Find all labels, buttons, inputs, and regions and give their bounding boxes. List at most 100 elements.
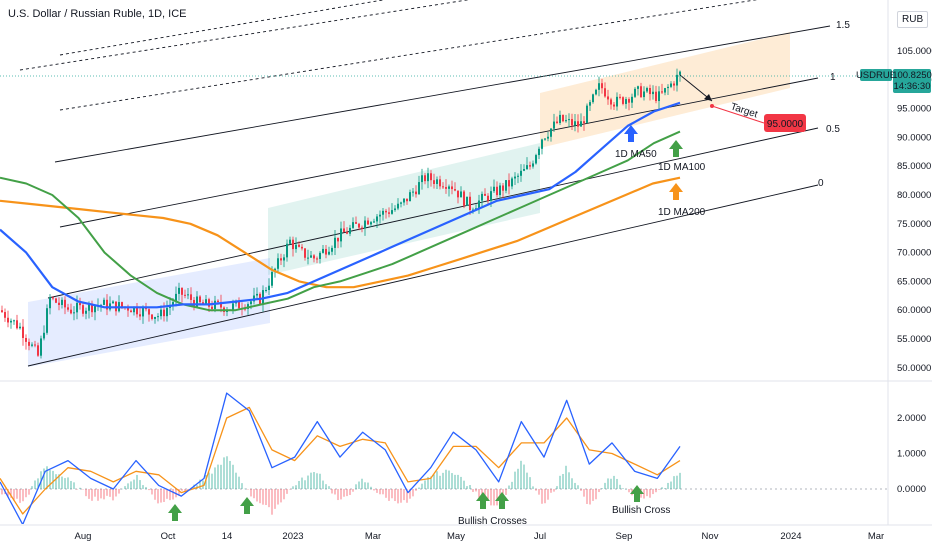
macd-histogram-bar xyxy=(31,486,33,489)
macd-histogram-bar xyxy=(49,470,51,489)
candle-body xyxy=(592,94,594,103)
candle-body xyxy=(184,294,186,296)
macd-histogram-bar xyxy=(55,474,57,489)
candle-body xyxy=(616,96,618,107)
macd-histogram-bar xyxy=(490,489,492,506)
candle-body xyxy=(175,293,177,303)
macd-histogram-bar xyxy=(133,479,135,489)
macd-histogram-bar xyxy=(394,489,396,502)
macd-histogram-bar xyxy=(76,489,78,490)
candle-body xyxy=(646,88,648,92)
macd-histogram-bar xyxy=(664,488,666,489)
candle-body xyxy=(517,175,519,177)
candle-body xyxy=(334,237,336,248)
macd-histogram-bar xyxy=(235,472,237,489)
macd-histogram-bar xyxy=(169,489,171,501)
candle-body xyxy=(82,305,84,314)
candle-body xyxy=(496,186,498,196)
macd-histogram-bar xyxy=(85,489,87,497)
candle-body xyxy=(499,185,501,196)
macd-histogram-bar xyxy=(505,489,507,495)
bullish-cross-arrow xyxy=(240,497,254,514)
macd-histogram-bar xyxy=(460,476,462,489)
macd-histogram-bar xyxy=(553,489,555,492)
macd-histogram-bar xyxy=(514,471,516,489)
ma50-arrow xyxy=(624,125,638,142)
macd-histogram-bar xyxy=(679,472,681,489)
candle-body xyxy=(7,317,9,323)
candle-body xyxy=(160,309,162,317)
candle-body xyxy=(355,222,357,224)
macd-histogram-bar xyxy=(241,483,243,489)
macd-histogram-bar xyxy=(427,476,429,489)
macd-histogram-bar xyxy=(364,482,366,489)
candle-body xyxy=(154,317,156,319)
macd-histogram-bar xyxy=(28,489,30,495)
candle-body xyxy=(487,195,489,201)
macd-histogram-bar xyxy=(493,489,495,506)
candle-body xyxy=(328,251,330,255)
candle-body xyxy=(559,114,561,123)
currency-button[interactable]: RUB xyxy=(897,11,929,28)
last-price-countdown: 14:36:30 xyxy=(894,81,931,92)
candle-body xyxy=(454,189,456,191)
candle-body xyxy=(595,89,597,95)
candle-body xyxy=(277,258,279,269)
channel-level-label: 0.5 xyxy=(826,124,840,135)
candle-body xyxy=(604,88,606,97)
macd-histogram-bar xyxy=(589,489,591,505)
macd-histogram-bar xyxy=(328,486,330,489)
candle-body xyxy=(331,247,333,252)
candle-body xyxy=(151,314,153,319)
price-axis-tick: 90.0000 xyxy=(897,132,931,143)
candle-body xyxy=(268,285,270,290)
candle-body xyxy=(481,193,483,201)
candle-body xyxy=(166,307,168,317)
bullish-cross-arrow xyxy=(476,492,490,509)
channel-level-label: 1.5 xyxy=(836,20,850,31)
macd-histogram-bar xyxy=(373,489,375,491)
macd-histogram-bar xyxy=(166,489,168,499)
macd-histogram-bar xyxy=(325,484,327,489)
candle-body xyxy=(472,209,474,211)
candle-body xyxy=(310,255,312,258)
candle-body xyxy=(316,258,318,260)
candle-body xyxy=(145,308,147,310)
macd-histogram-bar xyxy=(91,489,93,501)
time-axis-tick: Aug xyxy=(75,531,92,542)
candle-body xyxy=(490,191,492,201)
macd-histogram-bar xyxy=(352,489,354,492)
channel-line-2-5 xyxy=(19,0,470,71)
time-axis-tick: Nov xyxy=(702,531,719,542)
candle-body xyxy=(502,185,504,191)
macd-histogram-bar xyxy=(604,482,606,489)
candle-body xyxy=(103,299,105,305)
macd-histogram-bar xyxy=(610,478,612,489)
time-axis-tick: Jul xyxy=(534,531,546,542)
macd-panel[interactable]: Bullish Cross Bullish Crosses xyxy=(0,392,888,527)
macd-histogram-bar xyxy=(547,489,549,500)
candle-body xyxy=(625,99,627,104)
candle-body xyxy=(421,175,423,183)
macd-histogram-bar xyxy=(127,483,129,489)
macd-histogram-bar xyxy=(457,474,459,489)
candle-body xyxy=(667,86,669,89)
candle-body xyxy=(322,248,324,253)
macd-histogram-bar xyxy=(292,486,294,489)
candle-body xyxy=(586,105,588,123)
candle-body xyxy=(121,302,123,307)
macd-histogram-bar xyxy=(511,481,513,489)
candle-body xyxy=(430,173,432,181)
candle-body xyxy=(211,306,213,309)
ma100-annotation: 1D MA100 xyxy=(658,162,706,173)
candle-body xyxy=(433,180,435,184)
candle-body xyxy=(442,186,444,188)
candle-body xyxy=(127,306,129,311)
candle-body xyxy=(673,83,675,86)
candle-body xyxy=(634,88,636,97)
candle-body xyxy=(181,287,183,295)
macd-histogram-bar xyxy=(157,489,159,504)
candle-body xyxy=(106,299,108,310)
